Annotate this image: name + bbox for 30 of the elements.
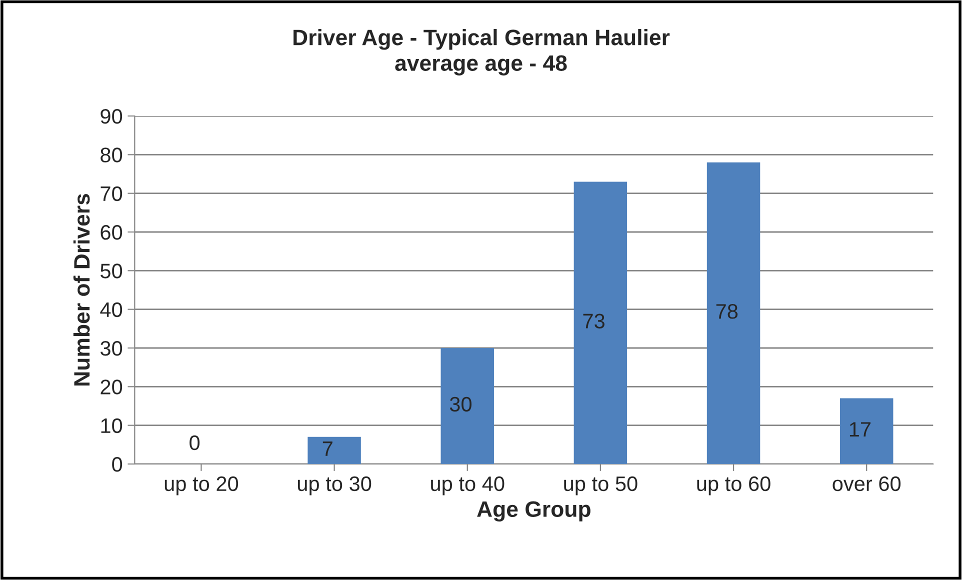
y-tick-label: 20	[100, 380, 122, 394]
bar	[840, 398, 894, 464]
bar	[706, 162, 760, 464]
data-label: 30	[450, 396, 472, 412]
y-tick-label: 70	[100, 186, 122, 202]
data-label: 7	[322, 442, 332, 456]
chart-title: Driver Age - Typical German Haulier average age - 48	[294, 29, 670, 76]
y-tick-label: 60	[100, 225, 122, 240]
bar	[440, 348, 494, 464]
y-tick-label: 10	[101, 418, 122, 434]
x-axis-title: Age Group	[477, 501, 590, 522]
y-tick-label: 40	[100, 302, 122, 318]
bar	[574, 182, 628, 464]
y-tick-label: 30	[100, 341, 122, 356]
x-tick-label: up to 40	[431, 476, 504, 496]
x-tick-label: over 60	[832, 476, 901, 492]
data-label: 73	[583, 314, 604, 328]
y-tick-label: 90	[100, 109, 122, 124]
y-tick-label: 0	[112, 457, 122, 472]
x-tick-label: up to 50	[564, 476, 638, 496]
y-tick-label: 80	[100, 148, 122, 162]
y-axis-title: Number of Drivers	[73, 194, 90, 386]
y-tick-label: 50	[100, 264, 122, 278]
data-label: 17	[850, 422, 870, 437]
data-label: 78	[716, 304, 738, 319]
data-label: 0	[190, 435, 200, 450]
bar	[308, 436, 361, 464]
x-tick-label: up to 20	[164, 476, 238, 496]
x-tick-label: up to 60	[697, 476, 770, 496]
x-tick-label: up to 30	[298, 476, 372, 496]
